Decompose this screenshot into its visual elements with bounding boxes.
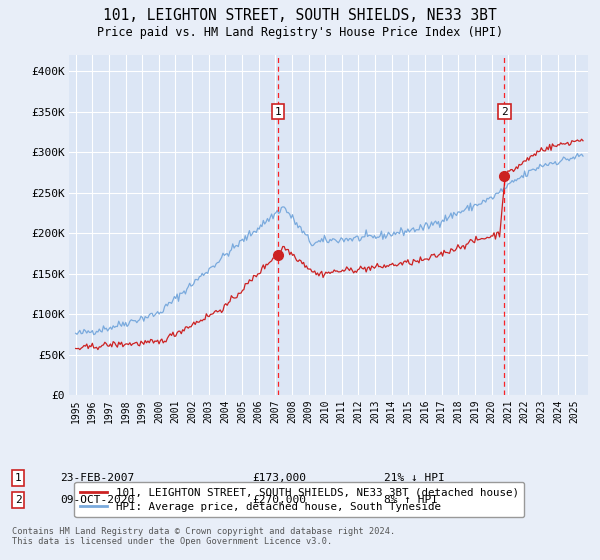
Text: 101, LEIGHTON STREET, SOUTH SHIELDS, NE33 3BT: 101, LEIGHTON STREET, SOUTH SHIELDS, NE3… (103, 8, 497, 23)
Text: £173,000: £173,000 (252, 473, 306, 483)
Text: 1: 1 (14, 473, 22, 483)
Legend: 101, LEIGHTON STREET, SOUTH SHIELDS, NE33 3BT (detached house), HPI: Average pri: 101, LEIGHTON STREET, SOUTH SHIELDS, NE3… (74, 482, 524, 517)
Text: 09-OCT-2020: 09-OCT-2020 (60, 495, 134, 505)
Text: Contains HM Land Registry data © Crown copyright and database right 2024.
This d: Contains HM Land Registry data © Crown c… (12, 527, 395, 547)
Text: 21% ↓ HPI: 21% ↓ HPI (384, 473, 445, 483)
Text: 23-FEB-2007: 23-FEB-2007 (60, 473, 134, 483)
Text: 8% ↑ HPI: 8% ↑ HPI (384, 495, 438, 505)
Text: Price paid vs. HM Land Registry's House Price Index (HPI): Price paid vs. HM Land Registry's House … (97, 26, 503, 39)
Text: 2: 2 (14, 495, 22, 505)
Text: £270,000: £270,000 (252, 495, 306, 505)
Text: 1: 1 (274, 106, 281, 116)
Text: 2: 2 (501, 106, 508, 116)
